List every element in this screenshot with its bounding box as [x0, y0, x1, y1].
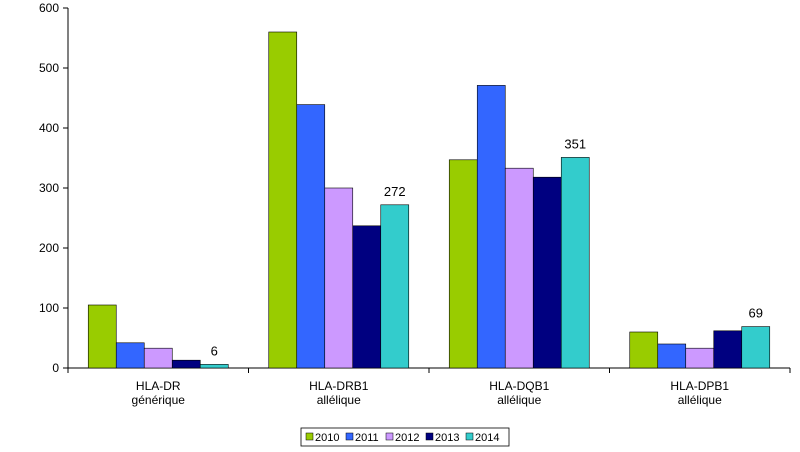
- y-tick-label: 400: [39, 121, 59, 135]
- category-label: allélique: [317, 393, 361, 407]
- y-tick-label: 500: [39, 61, 59, 75]
- bar-2013-2: [532, 176, 562, 369]
- legend-swatch-2012: [385, 432, 394, 441]
- legend-label-2011: 2011: [355, 432, 379, 444]
- bar-2012-2: [504, 167, 534, 369]
- y-tick-label: 200: [39, 241, 59, 255]
- category-label: HLA-DR: [136, 379, 181, 393]
- category-label: générique: [132, 393, 186, 407]
- bar-2011-3: [657, 343, 687, 369]
- legend-box: [300, 427, 510, 447]
- legend-label-2012: 2012: [395, 432, 419, 444]
- bar-2012-3: [685, 347, 715, 369]
- bar-2014-0: [199, 364, 229, 369]
- category-label: HLA-DQB1: [489, 379, 549, 393]
- legend-swatch-2011: [345, 432, 354, 441]
- bar-2014-3: [741, 326, 771, 369]
- y-tick-label: 100: [39, 301, 59, 315]
- y-tick-label: 0: [52, 361, 59, 375]
- category-label: HLA-DRB1: [309, 379, 369, 393]
- legend-swatch-2014: [465, 432, 474, 441]
- legend-swatch-2010: [305, 432, 314, 441]
- bar-2011-2: [476, 85, 506, 369]
- category-label: allélique: [497, 393, 541, 407]
- y-tick-label: 300: [39, 181, 59, 195]
- bar-2012-0: [143, 347, 173, 369]
- data-label: 69: [749, 306, 763, 321]
- legend-label-2013: 2013: [435, 432, 459, 444]
- bar-2010-2: [448, 159, 478, 369]
- data-label: 6: [211, 343, 218, 358]
- data-label: 272: [384, 184, 406, 199]
- legend-swatch-2013: [425, 432, 434, 441]
- bar-2011-1: [296, 104, 326, 369]
- bar-2013-0: [171, 359, 201, 369]
- bar-2014-2: [560, 157, 590, 369]
- category-label: allélique: [678, 393, 722, 407]
- category-label: HLA-DPB1: [670, 379, 729, 393]
- bar-2012-1: [324, 187, 354, 369]
- legend-label-2010: 2010: [315, 432, 339, 444]
- legend-label-2014: 2014: [475, 432, 499, 444]
- bar-2011-0: [115, 342, 145, 369]
- bar-2010-1: [268, 31, 298, 369]
- bar-2014-1: [380, 204, 410, 369]
- bar-2013-1: [352, 225, 382, 369]
- bar-2010-0: [87, 304, 117, 369]
- bar-2013-3: [713, 330, 743, 369]
- data-label: 351: [564, 136, 586, 151]
- y-tick-label: 600: [39, 1, 59, 15]
- bar-2010-3: [629, 331, 659, 369]
